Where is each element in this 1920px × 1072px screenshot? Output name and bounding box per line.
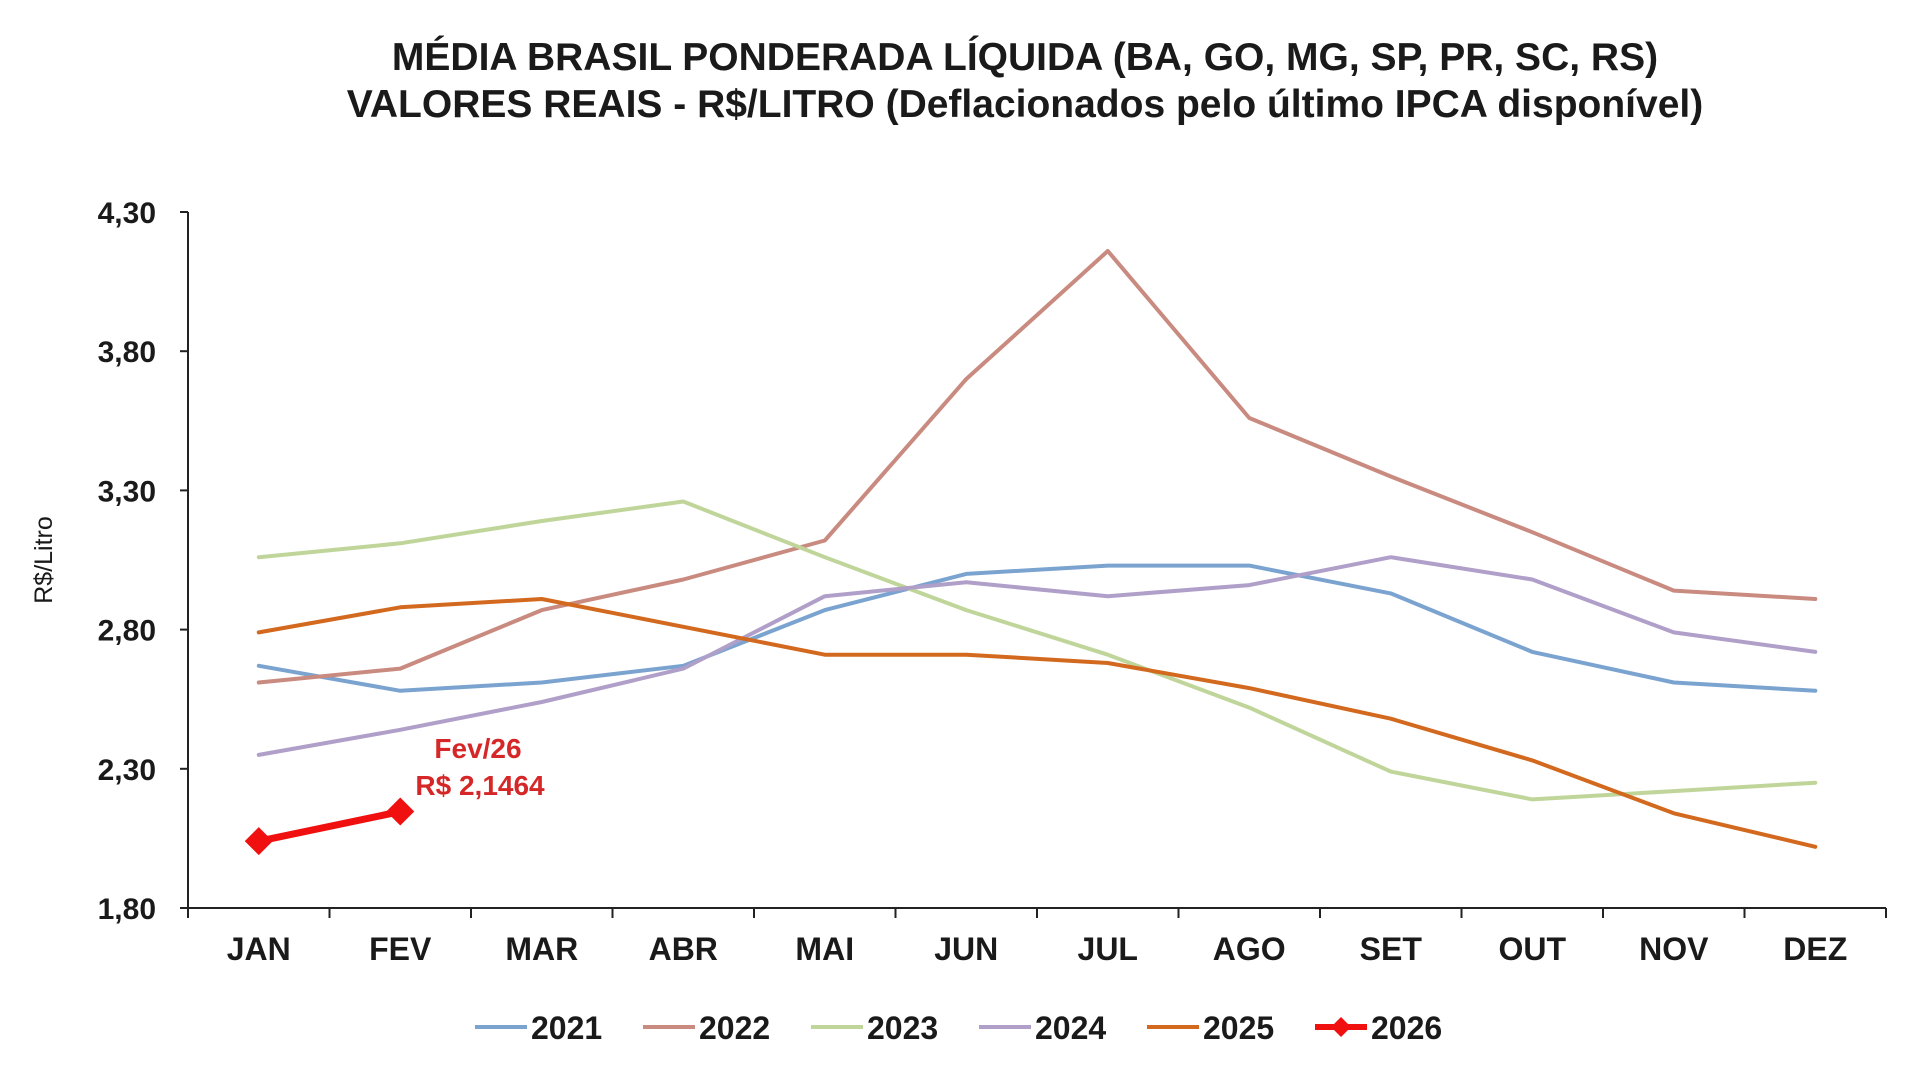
x-tick-label: MAR [505,931,578,967]
y-tick-label: 2,30 [98,754,156,787]
x-tick-label: JUL [1078,931,1138,967]
x-tick-label: JAN [227,931,291,967]
x-tick-label: SET [1360,931,1423,967]
legend-label-2023: 2023 [867,1010,938,1046]
series-line-2023 [256,499,1818,802]
series-marker-2026 [386,797,415,826]
legend-label-2022: 2022 [699,1010,770,1046]
y-tick-label: 3,80 [98,336,156,369]
x-tick-label: JUN [934,931,998,967]
series-layer [244,249,1818,856]
y-axis-label: R$/Litro [30,516,58,604]
series-line-2022 [256,249,1818,685]
legend-label-2021: 2021 [531,1010,602,1046]
legend-label-2026: 2026 [1371,1010,1442,1046]
series-marker-2026 [244,827,273,856]
x-tick-label: OUT [1498,931,1566,967]
y-tick-label: 3,30 [98,475,156,508]
series-line-2025 [256,597,1818,849]
legend-label-2025: 2025 [1203,1010,1274,1046]
axes: 4,30 3,80 3,30 2,80 2,30 1,80 JAN FEV MAR ABR MAI J… [98,197,1887,967]
annotation-layer: Fev/26 R$ 2,1464 [415,733,545,801]
x-tick-label: ABR [649,931,718,967]
x-tick-label: FEV [369,931,432,967]
series-line-2026 [255,808,404,845]
series-line-2024 [256,555,1818,757]
legend-marker-2026 [1331,1017,1351,1037]
x-tick-label: AGO [1213,931,1286,967]
y-tick-label: 1,80 [98,893,156,926]
y-tick-label: 2,80 [98,615,156,648]
x-tick-label: MAI [795,931,854,967]
legend-label-2024: 2024 [1035,1010,1106,1046]
x-tick-label: DEZ [1783,931,1847,967]
series-line-2021 [256,563,1818,693]
chart-subtitle: VALORES REAIS - R$/LITRO (Deflacionados … [347,83,1703,126]
chart-title: MÉDIA BRASIL PONDERADA LÍQUIDA (BA, GO, … [392,35,1658,79]
legend: 2021 2022 2023 2024 2025 2026 [475,1010,1442,1046]
annotation-label-period: Fev/26 [434,733,521,764]
annotation-label-value: R$ 2,1464 [415,770,545,801]
x-tick-label: NOV [1639,931,1709,967]
y-tick-label: 4,30 [98,197,156,230]
